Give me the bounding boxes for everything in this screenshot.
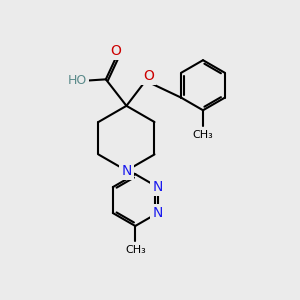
Text: O: O xyxy=(143,69,154,83)
Text: CH₃: CH₃ xyxy=(125,244,146,254)
Text: CH₃: CH₃ xyxy=(193,130,213,140)
Text: N: N xyxy=(152,206,163,220)
Text: HO: HO xyxy=(68,74,88,87)
Text: O: O xyxy=(111,44,122,58)
Text: N: N xyxy=(152,180,163,194)
Text: N: N xyxy=(121,164,132,178)
